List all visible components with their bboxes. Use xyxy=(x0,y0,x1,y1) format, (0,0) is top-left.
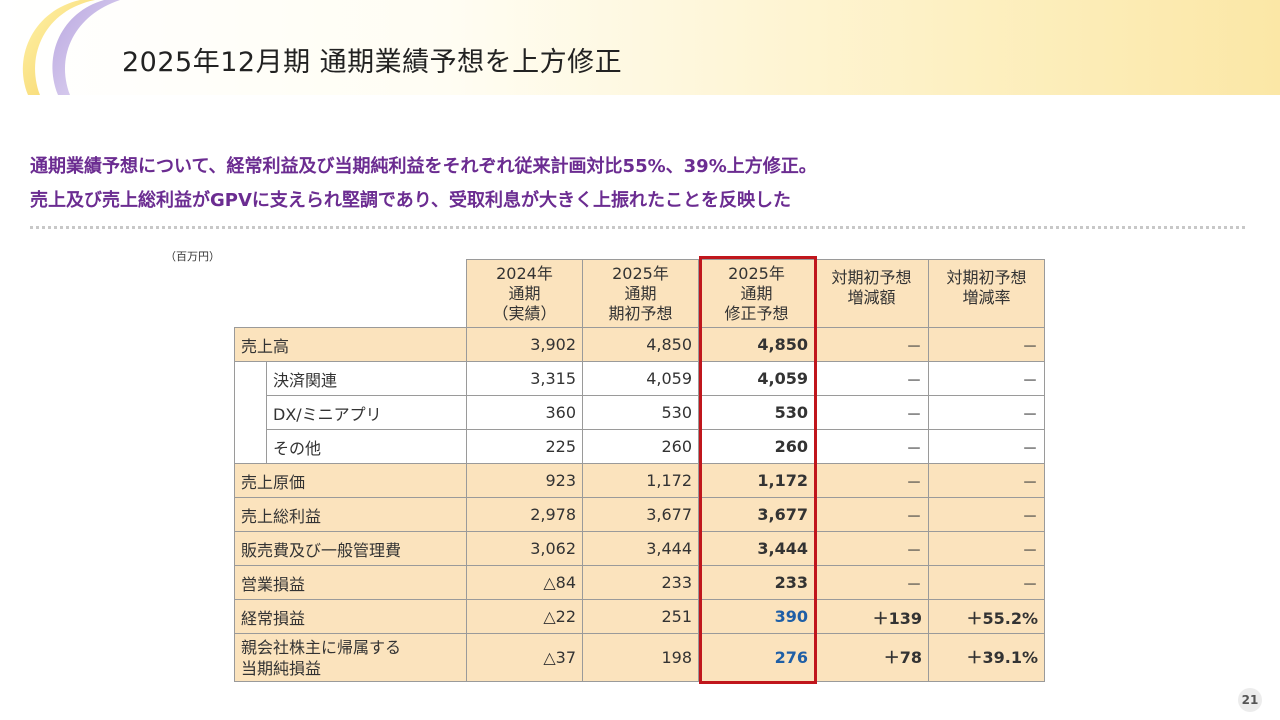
table-cell: － xyxy=(814,361,929,396)
table-cell: 276 xyxy=(698,633,815,682)
table-cell: 3,677 xyxy=(582,497,699,532)
table-row: 売上総利益 2,978 3,677 3,677 － － xyxy=(234,497,1045,532)
table-cell: 2,978 xyxy=(466,497,583,532)
table-cell: ＋78 xyxy=(814,633,929,682)
header-band xyxy=(0,0,1280,95)
table-cell: － xyxy=(814,531,929,566)
table-row: その他 225 260 260 － － xyxy=(234,429,1045,464)
lead-text: 通期業績予想について、経常利益及び当期純利益をそれぞれ従来計画対比55%、39%… xyxy=(30,150,817,218)
table-cell: その他 xyxy=(266,429,467,464)
table-cell: 923 xyxy=(466,463,583,498)
table-cell: △37 xyxy=(466,633,583,682)
table-cell: 260 xyxy=(582,429,699,464)
table-cell: 営業損益 xyxy=(234,565,467,600)
table-cell: ＋39.1% xyxy=(928,633,1045,682)
lead-line-2: 売上及び売上総利益がGPVに支えられ堅調であり、受取利息が大きく上振れたことを反… xyxy=(30,190,791,211)
table-cell: 225 xyxy=(466,429,583,464)
forecast-table: 2024年 通期 （実績） 2025年 通期 期初予想 2025年 通期 修正予想 対期初予… xyxy=(234,259,1045,682)
table-cell: － xyxy=(928,463,1045,498)
table-cell: － xyxy=(928,497,1045,532)
table-row: 売上高 3,902 4,850 4,850 － － xyxy=(234,327,1045,362)
table-row: 経常損益 △22 251 390 ＋139 ＋55.2% xyxy=(234,599,1045,634)
table-cell: － xyxy=(814,565,929,600)
table-cell: 251 xyxy=(582,599,699,634)
table-cell: － xyxy=(814,497,929,532)
page-number: 21 xyxy=(1238,688,1262,712)
table-row: 売上原価 923 1,172 1,172 － － xyxy=(234,463,1045,498)
table-cell: ＋139 xyxy=(814,599,929,634)
table-cell xyxy=(234,429,267,464)
header-2025-initial: 2025年 通期 期初予想 xyxy=(582,259,699,328)
lead-line-1: 通期業績予想について、経常利益及び当期純利益をそれぞれ従来計画対比55%、39%… xyxy=(30,156,817,177)
header-blank-cell xyxy=(234,259,467,328)
table-header-row: 2024年 通期 （実績） 2025年 通期 期初予想 2025年 通期 修正予想 対期初予… xyxy=(234,259,1045,328)
table-cell: 3,444 xyxy=(698,531,815,566)
table-cell: 経常損益 xyxy=(234,599,467,634)
table-cell: 決済関連 xyxy=(266,361,467,396)
table-cell: 3,062 xyxy=(466,531,583,566)
table-cell: 260 xyxy=(698,429,815,464)
table-cell: 売上原価 xyxy=(234,463,467,498)
table-cell: 1,172 xyxy=(582,463,699,498)
table-cell: 3,315 xyxy=(466,361,583,396)
table-cell: ＋55.2% xyxy=(928,599,1045,634)
table-cell: 233 xyxy=(698,565,815,600)
table-cell: 販売費及び一般管理費 xyxy=(234,531,467,566)
table-cell: △84 xyxy=(466,565,583,600)
table-cell: 4,059 xyxy=(698,361,815,396)
table-cell: 3,677 xyxy=(698,497,815,532)
table-cell: － xyxy=(928,565,1045,600)
table-cell: － xyxy=(928,361,1045,396)
table-cell: 198 xyxy=(582,633,699,682)
table-row: 決済関連 3,315 4,059 4,059 － － xyxy=(234,361,1045,396)
table-cell xyxy=(234,361,267,396)
table-cell: － xyxy=(928,429,1045,464)
table-cell: DX/ミニアプリ xyxy=(266,395,467,430)
table-row: DX/ミニアプリ 360 530 530 － － xyxy=(234,395,1045,430)
table-cell: － xyxy=(814,463,929,498)
header-diff-rate: 対期初予想 増減率 xyxy=(928,259,1045,328)
header-diff-amount: 対期初予想 増減額 xyxy=(814,259,929,328)
table-cell: 530 xyxy=(698,395,815,430)
table-cell: △22 xyxy=(466,599,583,634)
table-row: 親会社株主に帰属する 当期純損益 △37 198 276 ＋78 ＋39.1% xyxy=(234,633,1045,682)
table-cell xyxy=(234,395,267,430)
table-cell: － xyxy=(814,429,929,464)
table-cell: 3,902 xyxy=(466,327,583,362)
table-cell: 4,850 xyxy=(698,327,815,362)
table-cell: 親会社株主に帰属する 当期純損益 xyxy=(234,633,467,682)
table-row: 販売費及び一般管理費 3,062 3,444 3,444 － － xyxy=(234,531,1045,566)
table-row: 営業損益 △84 233 233 － － xyxy=(234,565,1045,600)
table-cell: － xyxy=(928,395,1045,430)
table-cell: 3,444 xyxy=(582,531,699,566)
header-crescent-decoration xyxy=(22,0,120,95)
header-2025-revised: 2025年 通期 修正予想 xyxy=(698,259,815,328)
table-cell: 360 xyxy=(466,395,583,430)
table-cell: 4,850 xyxy=(582,327,699,362)
table-cell: 売上高 xyxy=(234,327,467,362)
header-2024-actual: 2024年 通期 （実績） xyxy=(466,259,583,328)
table-cell: 売上総利益 xyxy=(234,497,467,532)
page-title: 2025年12月期 通期業績予想を上方修正 xyxy=(122,47,623,78)
table-cell: 1,172 xyxy=(698,463,815,498)
table-cell: － xyxy=(814,327,929,362)
table-cell: － xyxy=(928,327,1045,362)
unit-note: （百万円） xyxy=(165,250,220,263)
table-cell: 4,059 xyxy=(582,361,699,396)
dotted-divider xyxy=(30,226,1245,229)
table-cell: － xyxy=(928,531,1045,566)
table-cell: － xyxy=(814,395,929,430)
table-cell: 233 xyxy=(582,565,699,600)
table-cell: 390 xyxy=(698,599,815,634)
table-cell: 530 xyxy=(582,395,699,430)
